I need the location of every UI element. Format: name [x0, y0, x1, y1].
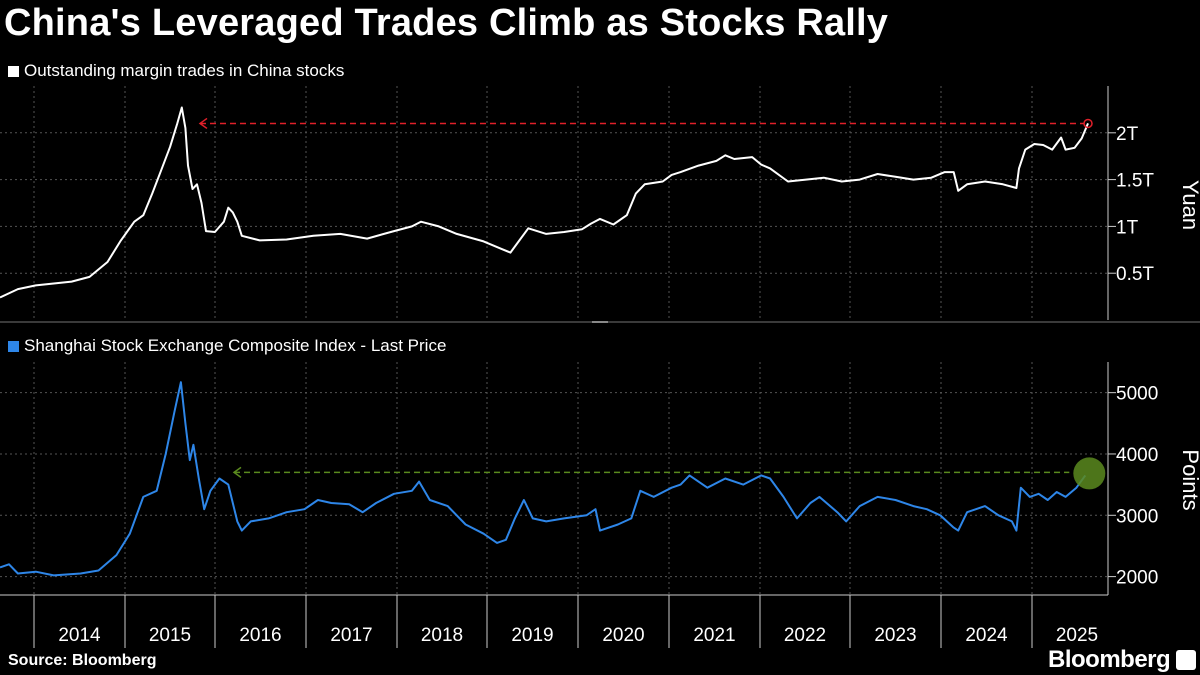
bloomberg-logo: Bloomberg	[1048, 646, 1171, 673]
end-marker-index	[1073, 457, 1106, 490]
x-tick-label-2025: 2025	[1056, 625, 1098, 646]
x-tick-label-2016: 2016	[239, 625, 281, 646]
y-tick-label: 2T	[1116, 124, 1139, 145]
x-tick-label-2021: 2021	[693, 625, 735, 646]
y-tick-label: 2000	[1116, 568, 1158, 589]
legend-swatch-white	[8, 65, 19, 77]
y-tick-label: 4000	[1116, 445, 1158, 466]
reference-arrow-2	[232, 466, 242, 478]
x-tick-label-2020: 2020	[602, 625, 644, 646]
x-tick-label-2017: 2017	[330, 625, 372, 646]
chart-title: China's Leveraged Trades Climb as Stocks…	[4, 2, 889, 44]
legend-margin-label: Outstanding margin trades in China stock…	[24, 61, 345, 80]
reference-arrow-1	[198, 117, 208, 130]
chart-badge-icon	[1176, 650, 1196, 670]
y-tick-label: 1.5T	[1116, 171, 1154, 192]
x-tick-label-2023: 2023	[874, 625, 916, 646]
x-tick-label-2022: 2022	[784, 625, 826, 646]
x-tick-label-2014: 2014	[58, 625, 101, 646]
x-tick-label-2024: 2024	[965, 625, 1008, 646]
y-tick-label: 3000	[1116, 506, 1158, 527]
y-tick-label: 0.5T	[1116, 264, 1154, 285]
legend-swatch-blue	[8, 340, 19, 352]
series-line-2	[0, 381, 1087, 577]
y-axis-title: Yuan	[1178, 180, 1200, 230]
y-axis-title: Points	[1178, 449, 1200, 510]
legend-margin: Outstanding margin trades in China stock…	[8, 61, 344, 81]
legend-index: Shanghai Stock Exchange Composite Index …	[8, 336, 446, 356]
source-note: Source: Bloomberg	[8, 652, 157, 669]
end-marker-margin	[1083, 118, 1093, 129]
x-tick-label-2015: 2015	[149, 625, 191, 646]
y-tick-label: 1T	[1116, 217, 1139, 238]
x-tick-label-2019: 2019	[511, 625, 553, 646]
series-line-1	[0, 106, 1089, 299]
legend-index-label: Shanghai Stock Exchange Composite Index …	[24, 336, 447, 355]
x-tick-label-2018: 2018	[421, 625, 463, 646]
y-tick-label: 5000	[1116, 384, 1158, 405]
